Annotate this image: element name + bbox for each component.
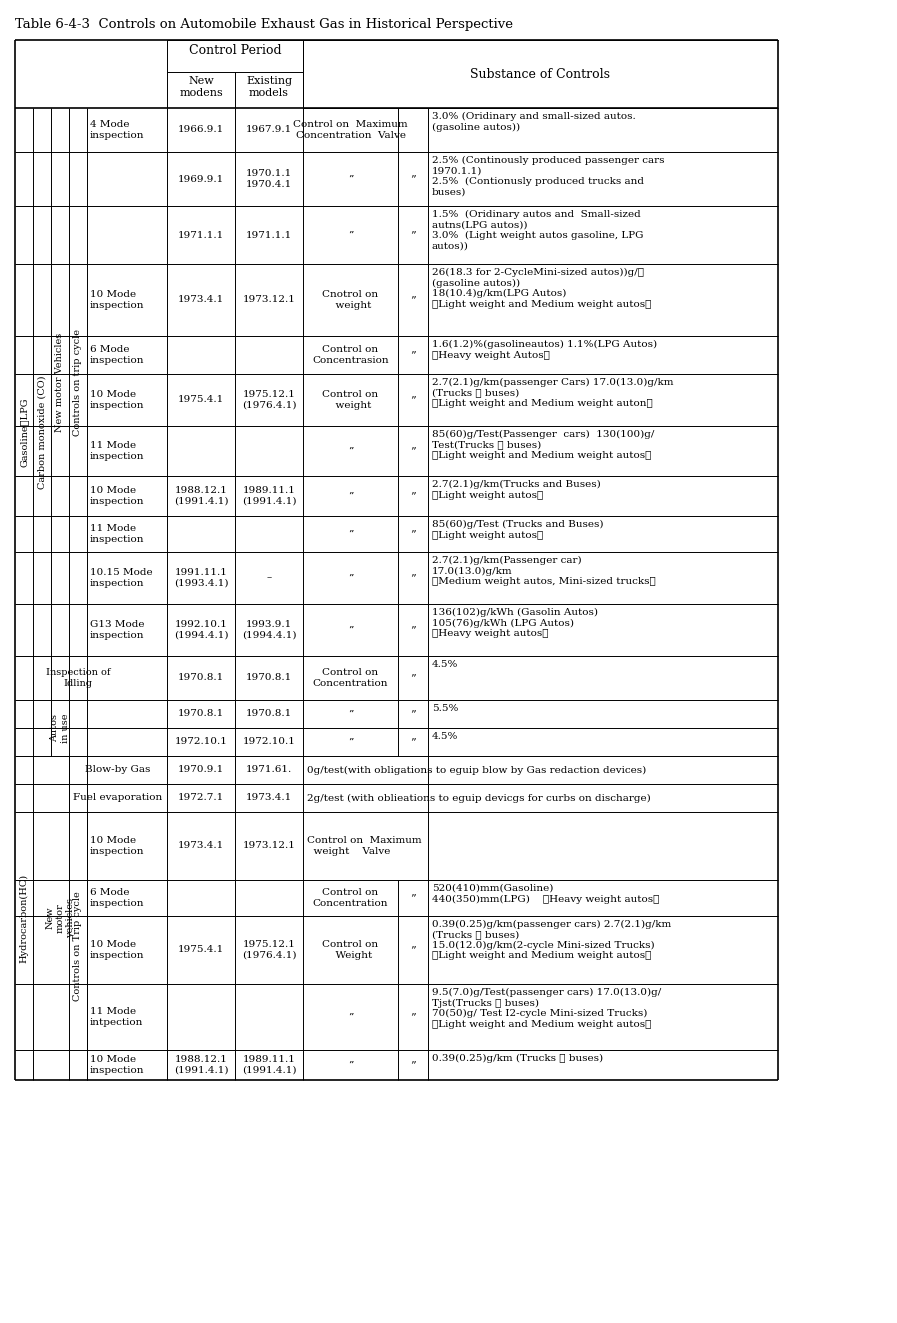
Text: 3.0% (Oridinary and small-sized autos.
(gasoline autos)): 3.0% (Oridinary and small-sized autos. (… (432, 112, 636, 132)
Text: 0.39(0.25)g/km(passenger cars) 2.7(2.1)g/km
(Trucks シ buses)
15.0(12.0)g/km(2-cy: 0.39(0.25)g/km(passenger cars) 2.7(2.1)g… (432, 919, 671, 960)
Text: ”: ” (410, 295, 416, 306)
Text: New
modens: New modens (179, 75, 222, 98)
Text: ”: ” (410, 175, 416, 184)
Text: 1966.9.1: 1966.9.1 (178, 126, 224, 135)
Text: ”: ” (348, 230, 353, 239)
Text: 1973.4.1: 1973.4.1 (246, 794, 292, 803)
Text: ”: ” (348, 737, 353, 746)
Text: 1.6(1.2)%(gasolineautos) 1.1%(LPG Autos)
〈Heavy weight Autos〉: 1.6(1.2)%(gasolineautos) 1.1%(LPG Autos)… (432, 340, 658, 360)
Text: 2.7(2.1)g/km(Trucks and Buses)
〈Light weight autos〉: 2.7(2.1)g/km(Trucks and Buses) 〈Light we… (432, 480, 601, 500)
Text: 1971.1.1: 1971.1.1 (246, 230, 292, 239)
Text: 9.5(7.0)g/Test(passenger cars) 17.0(13.0)g/
Tjst(Trucks シ buses)
70(50)g/ Test I: 9.5(7.0)g/Test(passenger cars) 17.0(13.0… (432, 988, 661, 1028)
Text: 1975.12.1
(1976.4.1): 1975.12.1 (1976.4.1) (242, 941, 296, 959)
Text: 1973.12.1: 1973.12.1 (242, 295, 295, 304)
Text: 1.5%  (Oridinary autos and  Small-sized
autns(LPG autos))
3.0%  (Light weight au: 1.5% (Oridinary autos and Small-sized au… (432, 210, 643, 250)
Text: 2.5% (Continously produced passenger cars
1970.1.1)
2.5%  (Contionusly produced : 2.5% (Continously produced passenger car… (432, 156, 665, 197)
Text: ”: ” (348, 492, 353, 500)
Text: 520(410)mm(Gasoline)
440(350)mm(LPG)    〈Heavy weight autos〉: 520(410)mm(Gasoline) 440(350)mm(LPG) 〈He… (432, 884, 659, 904)
Text: Carbon monoxide (CO): Carbon monoxide (CO) (38, 376, 47, 488)
Text: Inspection of
Idling: Inspection of Idling (46, 668, 110, 688)
Text: Control on  Maximum
  weight    Valve: Control on Maximum weight Valve (307, 836, 422, 856)
Text: Gasoline・LPG: Gasoline・LPG (20, 397, 29, 467)
Text: 0.39(0.25)g/km (Trucks シ buses): 0.39(0.25)g/km (Trucks シ buses) (432, 1054, 603, 1064)
Text: 5.5%: 5.5% (432, 704, 458, 713)
Text: G13 Mode
inspection: G13 Mode inspection (90, 620, 144, 640)
Text: ”: ” (348, 529, 353, 538)
Text: 1988.12.1
(1991.4.1): 1988.12.1 (1991.4.1) (174, 487, 228, 505)
Text: 1971.1.1: 1971.1.1 (178, 230, 224, 239)
Text: Control on
Concentration: Control on Concentration (313, 888, 388, 908)
Text: 1975.4.1: 1975.4.1 (178, 396, 224, 405)
Text: 1973.12.1: 1973.12.1 (242, 841, 295, 851)
Text: Blow-by Gas: Blow-by Gas (85, 766, 151, 774)
Text: 10 Mode
inspection: 10 Mode inspection (90, 390, 144, 410)
Text: ”: ” (348, 1012, 353, 1021)
Text: 4 Mode
inspection: 4 Mode inspection (90, 120, 144, 140)
Text: ”: ” (410, 573, 416, 583)
Text: ”: ” (410, 230, 416, 239)
Text: 11 Mode
intpection: 11 Mode intpection (90, 1007, 144, 1027)
Text: 2g/test (with oblieations to eguip devicgs for curbs on discharge): 2g/test (with oblieations to eguip devic… (307, 794, 650, 803)
Text: 10 Mode
inspection: 10 Mode inspection (90, 1056, 144, 1074)
Text: 6 Mode
inspection: 6 Mode inspection (90, 345, 144, 365)
Text: 85(60)g/Test (Trucks and Buses)
〈Light weight autos〉: 85(60)g/Test (Trucks and Buses) 〈Light w… (432, 520, 604, 540)
Text: ”: ” (348, 709, 353, 718)
Text: Controls on Trip cycle: Controls on Trip cycle (74, 892, 83, 1002)
Text: Control on
Concentrasion: Control on Concentrasion (312, 345, 388, 365)
Text: 0g/test(with obligations to eguip blow by Gas redaction devices): 0g/test(with obligations to eguip blow b… (307, 766, 646, 774)
Text: 10 Mode
inspection: 10 Mode inspection (90, 941, 144, 959)
Text: 1973.4.1: 1973.4.1 (178, 295, 224, 304)
Text: ”: ” (410, 446, 416, 456)
Text: 1970.9.1: 1970.9.1 (178, 766, 224, 774)
Text: ”: ” (410, 945, 416, 955)
Text: ”: ” (410, 491, 416, 501)
Text: 1970.8.1: 1970.8.1 (246, 673, 292, 683)
Text: 1970.8.1: 1970.8.1 (246, 709, 292, 718)
Text: New
motor
vehicles: New motor vehicles (45, 898, 75, 938)
Text: 4.5%: 4.5% (432, 660, 458, 669)
Text: 1989.11.1
(1991.4.1): 1989.11.1 (1991.4.1) (242, 487, 296, 505)
Text: ”: ” (348, 1061, 353, 1069)
Text: 1975.4.1: 1975.4.1 (178, 946, 224, 954)
Text: ”: ” (348, 626, 353, 635)
Text: Control Period: Control Period (188, 44, 282, 57)
Text: 2.7(2.1)g/km(passenger Cars) 17.0(13.0)g/km
(Trucks シ buses)
〈Light weight and M: 2.7(2.1)g/km(passenger Cars) 17.0(13.0)g… (432, 378, 674, 407)
Text: 10 Mode
inspection: 10 Mode inspection (90, 836, 144, 856)
Text: 11 Mode
inspection: 11 Mode inspection (90, 442, 144, 460)
Text: 1973.4.1: 1973.4.1 (178, 841, 224, 851)
Text: Control on  Maximum
Concentration  Valve: Control on Maximum Concentration Valve (293, 120, 408, 140)
Text: 1993.9.1
(1994.4.1): 1993.9.1 (1994.4.1) (242, 620, 296, 640)
Text: 11 Mode
inspection: 11 Mode inspection (90, 524, 144, 544)
Text: 10 Mode
inspection: 10 Mode inspection (90, 290, 144, 310)
Text: 1970.8.1: 1970.8.1 (178, 709, 224, 718)
Text: 1972.7.1: 1972.7.1 (178, 794, 224, 803)
Text: ”: ” (410, 673, 416, 683)
Text: 136(102)g/kWh (Gasolin Autos)
105(76)g/kWh (LPG Autos)
〈Heavy weight autos〉: 136(102)g/kWh (Gasolin Autos) 105(76)g/k… (432, 609, 598, 638)
Text: 1992.10.1
(1994.4.1): 1992.10.1 (1994.4.1) (174, 620, 228, 640)
Text: 1970.8.1: 1970.8.1 (178, 673, 224, 683)
Text: 10 Mode
inspection: 10 Mode inspection (90, 487, 144, 505)
Text: ”: ” (348, 573, 353, 582)
Text: 1989.11.1
(1991.4.1): 1989.11.1 (1991.4.1) (242, 1056, 296, 1074)
Text: Autos
in use: Autos in use (50, 713, 70, 742)
Text: ”: ” (410, 351, 416, 360)
Text: 1970.1.1
1970.4.1: 1970.1.1 1970.4.1 (246, 169, 292, 189)
Text: 4.5%: 4.5% (432, 732, 458, 741)
Text: ”: ” (410, 709, 416, 718)
Text: Hydrocarbon(HC): Hydrocarbon(HC) (20, 873, 29, 963)
Text: Control on
  Weight: Control on Weight (322, 941, 379, 959)
Text: 2.7(2.1)g/km(Passenger car)
17.0(13.0)g/km
〈Medium weight autos, Mini-sized truc: 2.7(2.1)g/km(Passenger car) 17.0(13.0)g/… (432, 556, 656, 586)
Text: 1967.9.1: 1967.9.1 (246, 126, 292, 135)
Text: ”: ” (410, 1012, 416, 1021)
Text: Cnotrol on
  weight: Cnotrol on weight (322, 290, 379, 310)
Text: Table 6-4-3  Controls on Automobile Exhaust Gas in Historical Perspective: Table 6-4-3 Controls on Automobile Exhau… (15, 19, 513, 30)
Text: ”: ” (410, 1060, 416, 1070)
Text: 6 Mode
inspection: 6 Mode inspection (90, 888, 144, 908)
Text: Fuel evaporation: Fuel evaporation (74, 794, 162, 803)
Text: ”: ” (348, 446, 353, 455)
Text: New motor Vehicles: New motor Vehicles (56, 332, 65, 431)
Text: 1988.12.1
(1991.4.1): 1988.12.1 (1991.4.1) (174, 1056, 228, 1074)
Text: 1972.10.1: 1972.10.1 (175, 737, 228, 746)
Text: –: – (266, 573, 272, 582)
Text: 26(18.3 for 2-CycleMini-sized autos))g/㎢
(gasoline autos))
18(10.4)g/km(LPG Auto: 26(18.3 for 2-CycleMini-sized autos))g/㎢… (432, 269, 651, 308)
